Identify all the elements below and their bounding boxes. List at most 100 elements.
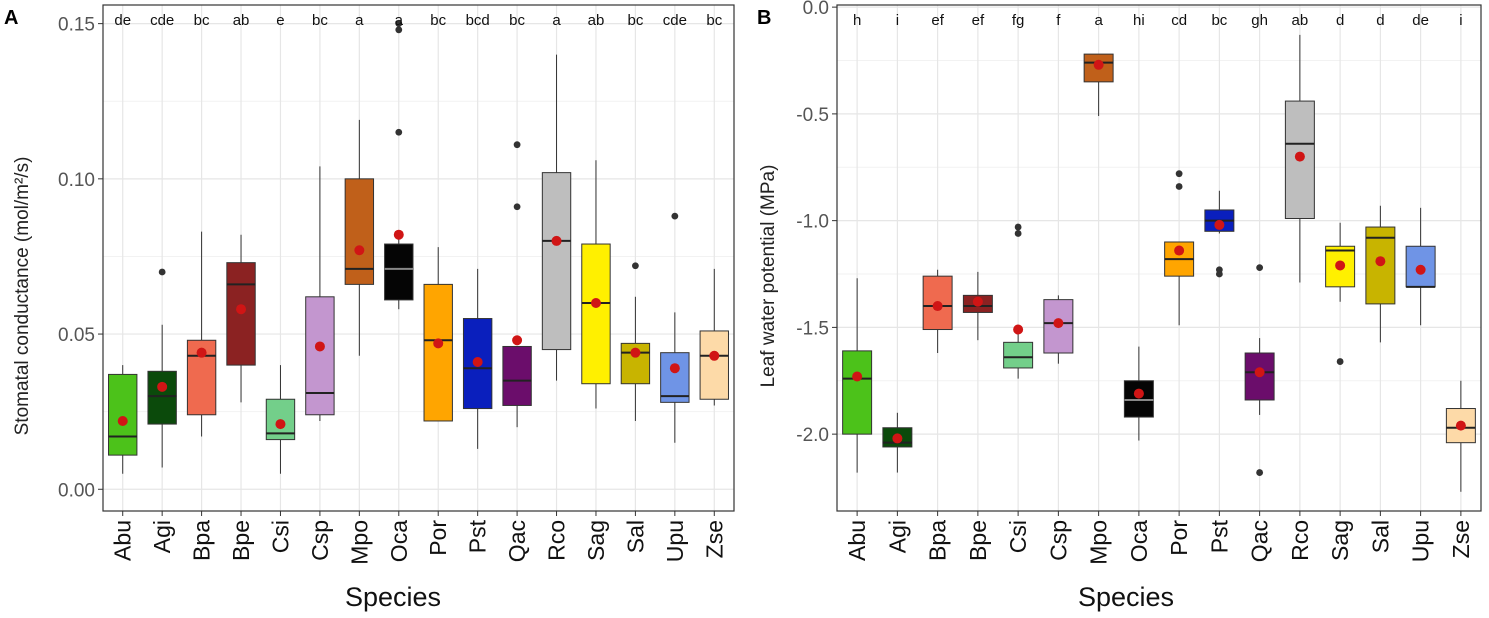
mean-point bbox=[932, 301, 943, 312]
box-bpa bbox=[922, 269, 953, 354]
box-body bbox=[108, 373, 138, 456]
y-tick-label: 0.10 bbox=[58, 170, 95, 191]
x-tick-label: Csp bbox=[307, 520, 333, 561]
box-bpe bbox=[962, 271, 993, 341]
box-bpa bbox=[186, 231, 217, 437]
box-csp bbox=[305, 166, 335, 421]
outlier-point bbox=[1014, 223, 1022, 231]
mean-point bbox=[1053, 318, 1064, 329]
box-rco bbox=[541, 54, 572, 381]
significance-letter: i bbox=[1459, 12, 1462, 29]
panel-b: B Leaf water potential (MPa) Species 0.0… bbox=[757, 0, 1482, 612]
box-pst bbox=[1204, 190, 1235, 278]
mean-point bbox=[852, 371, 863, 382]
x-tick-label: Bpe bbox=[965, 520, 991, 561]
box-qac bbox=[502, 141, 532, 428]
mean-point bbox=[1174, 245, 1185, 256]
mean-point bbox=[236, 304, 247, 315]
mean-point bbox=[117, 415, 128, 426]
significance-letter: hi bbox=[1133, 12, 1145, 29]
x-tick-label: Sag bbox=[1327, 520, 1353, 561]
x-tick-label: Sal bbox=[622, 520, 648, 553]
x-tick-label: Abu bbox=[110, 520, 136, 561]
mean-point bbox=[709, 350, 720, 361]
significance-letter: d bbox=[1336, 12, 1344, 29]
mean-point bbox=[1254, 367, 1265, 378]
significance-letter: a bbox=[1094, 12, 1103, 29]
mean-point bbox=[590, 298, 601, 309]
box-body bbox=[660, 352, 690, 403]
significance-letter: bc bbox=[430, 12, 446, 29]
significance-letter: ab bbox=[233, 12, 250, 29]
outlier-point bbox=[1175, 170, 1183, 178]
significance-letter: a bbox=[395, 12, 404, 29]
mean-point bbox=[551, 235, 562, 246]
mean-point bbox=[512, 335, 523, 346]
significance-letter: a bbox=[552, 12, 561, 29]
x-tick-label: Zse bbox=[1448, 520, 1474, 558]
significance-letter: bc bbox=[312, 12, 328, 29]
significance-letter: ab bbox=[1292, 12, 1309, 29]
panel-border bbox=[836, 4, 1482, 512]
x-tick-label: Pst bbox=[1206, 519, 1232, 553]
significance-letter: ef bbox=[972, 12, 985, 29]
box-pst bbox=[462, 268, 493, 449]
box-sal bbox=[620, 262, 651, 421]
box-body bbox=[305, 296, 335, 416]
mean-point bbox=[1375, 256, 1386, 267]
grid bbox=[103, 5, 734, 511]
box-body bbox=[384, 243, 414, 301]
box-zse bbox=[699, 268, 729, 406]
x-tick-label: Bpa bbox=[925, 520, 951, 561]
panel-border bbox=[102, 4, 735, 512]
box-por bbox=[423, 247, 453, 422]
significance-letter: f bbox=[1056, 12, 1061, 29]
panel-b-y-axis-title: Leaf water potential (MPa) bbox=[758, 165, 779, 388]
outlier-point bbox=[1256, 469, 1264, 476]
box-body bbox=[502, 345, 532, 406]
panel-a: A Stomatal conductance (mol/m²/s) Specie… bbox=[4, 4, 735, 612]
x-tick-label: Rco bbox=[1287, 520, 1313, 561]
significance-letter: bc bbox=[706, 12, 722, 29]
box-csi bbox=[1003, 223, 1034, 379]
x-tick-label: Sag bbox=[583, 520, 609, 561]
x-tick-label: Mpo bbox=[346, 520, 372, 565]
box-mpo bbox=[344, 119, 375, 356]
x-tick-label: Abu bbox=[844, 520, 870, 561]
panel-a-x-axis-title: Species bbox=[345, 582, 441, 612]
x-tick-label: Csp bbox=[1045, 520, 1071, 561]
outlier-point bbox=[158, 268, 166, 276]
y-tick-label: -1.0 bbox=[796, 212, 829, 233]
box-upu bbox=[1405, 207, 1436, 326]
outlier-point bbox=[1014, 230, 1022, 237]
mean-point bbox=[1013, 324, 1024, 335]
mean-point bbox=[972, 296, 983, 307]
significance-letter: ab bbox=[588, 12, 605, 29]
x-tick-label: Pst bbox=[465, 519, 491, 553]
y-tick-label: 0.05 bbox=[58, 325, 95, 346]
box-bpe bbox=[226, 234, 256, 403]
significance-letter: bc bbox=[1211, 12, 1227, 29]
box-sal bbox=[1365, 205, 1396, 343]
mean-point bbox=[1415, 264, 1426, 275]
x-tick-label: Upu bbox=[1408, 520, 1434, 562]
box-body bbox=[842, 350, 873, 435]
y-tick-label: 0.0 bbox=[803, 0, 829, 19]
x-tick-label: Oca bbox=[386, 520, 412, 562]
significance-letter: i bbox=[896, 12, 899, 29]
box-zse bbox=[1445, 380, 1476, 492]
mean-point bbox=[892, 433, 903, 444]
significance-letter: cde bbox=[150, 12, 174, 29]
outlier-point bbox=[671, 212, 679, 220]
x-tick-label: Por bbox=[1166, 520, 1192, 556]
box-sag bbox=[581, 160, 611, 409]
mean-point bbox=[630, 347, 641, 358]
x-tick-label: Mpo bbox=[1086, 520, 1112, 565]
box-sag bbox=[1325, 222, 1356, 365]
mean-point bbox=[433, 338, 444, 349]
x-tick-label: Agi bbox=[149, 520, 175, 553]
significance-letter: bc bbox=[194, 12, 210, 29]
y-tick-label: 0.00 bbox=[58, 480, 95, 501]
box-body bbox=[344, 178, 375, 285]
